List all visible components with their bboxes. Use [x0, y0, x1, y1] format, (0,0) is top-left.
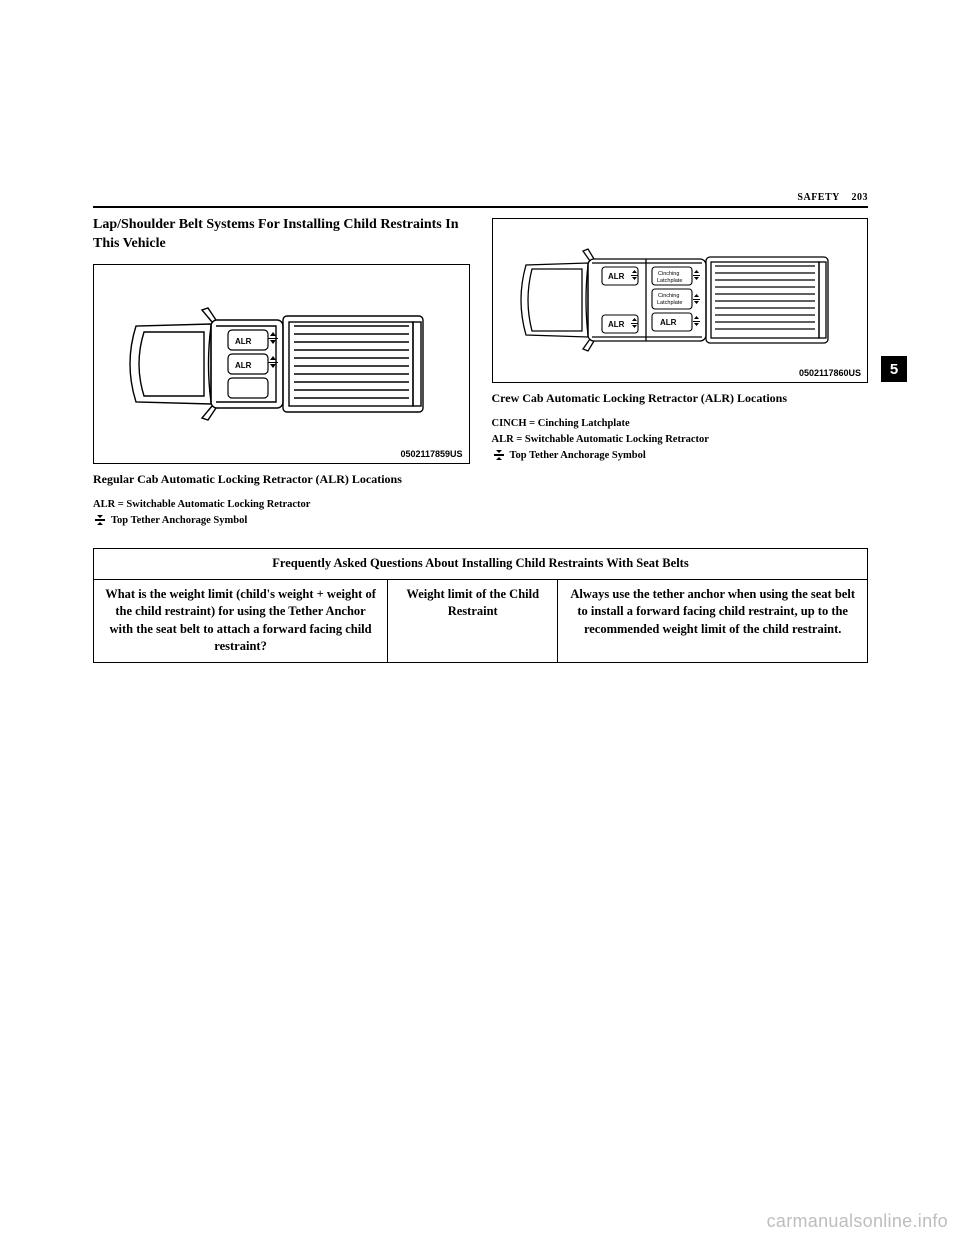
header-rule: SAFETY 203 — [93, 206, 868, 208]
table-row: Frequently Asked Questions About Install… — [94, 549, 868, 580]
header-page: 203 — [852, 192, 869, 203]
svg-text:ALR: ALR — [608, 272, 625, 281]
svg-text:ALR: ALR — [660, 318, 677, 327]
legend-alr: ALR = Switchable Automatic Locking Retra… — [93, 497, 470, 513]
truck-crew-cab-icon: ALR ALR Cinching Latchplate Cinching Lat… — [510, 233, 850, 368]
figure-id: 0502117860US — [799, 368, 861, 378]
legend-alr: ALR = Switchable Automatic Locking Retra… — [492, 432, 869, 448]
svg-text:ALR: ALR — [608, 320, 625, 329]
two-column-layout: Lap/Shoulder Belt Systems For Installing… — [93, 216, 868, 528]
figure-id: 0502117859US — [400, 449, 462, 459]
figure-regular-cab: ALR ALR 0502117859US — [93, 264, 470, 464]
faq-table: Frequently Asked Questions About Install… — [93, 548, 868, 663]
faq-mid: Weight limit of the Child Restraint — [388, 579, 558, 662]
legend-tether: Top Tether Anchorage Symbol — [111, 513, 247, 529]
figure-crew-cab: ALR ALR Cinching Latchplate Cinching Lat… — [492, 218, 869, 383]
right-column: ALR ALR Cinching Latchplate Cinching Lat… — [492, 216, 869, 528]
seat-alr-label: ALR — [235, 337, 252, 346]
figure-caption: Crew Cab Automatic Locking Retractor (AL… — [492, 391, 869, 406]
table-row: What is the weight limit (child's weight… — [94, 579, 868, 662]
page-content: SAFETY 203 5 Lap/Shoulder Belt Systems F… — [93, 206, 868, 663]
section-title: Lap/Shoulder Belt Systems For Installing… — [93, 216, 470, 254]
faq-answer: Always use the tether anchor when using … — [558, 579, 868, 662]
legend-tether-line: Top Tether Anchorage Symbol — [492, 448, 869, 464]
legend-tether-line: Top Tether Anchorage Symbol — [93, 513, 470, 529]
svg-text:Latchplate: Latchplate — [657, 300, 682, 306]
watermark: carmanualsonline.info — [767, 1211, 948, 1232]
svg-text:Latchplate: Latchplate — [657, 278, 682, 284]
svg-text:Cinching: Cinching — [658, 293, 679, 299]
figure-caption: Regular Cab Automatic Locking Retractor … — [93, 472, 470, 487]
left-column: Lap/Shoulder Belt Systems For Installing… — [93, 216, 470, 528]
faq-question: What is the weight limit (child's weight… — [94, 579, 388, 662]
chapter-tab: 5 — [881, 356, 907, 382]
legend-cinch: CINCH = Cinching Latchplate — [492, 416, 869, 432]
header-label: SAFETY 203 — [797, 192, 868, 203]
truck-regular-cab-icon: ALR ALR — [116, 284, 446, 444]
seat-alr-label: ALR — [235, 361, 252, 370]
header-section: SAFETY — [797, 192, 839, 203]
faq-header: Frequently Asked Questions About Install… — [94, 549, 868, 580]
tether-anchor-icon — [492, 450, 506, 460]
figure-legend: ALR = Switchable Automatic Locking Retra… — [93, 497, 470, 529]
svg-text:Cinching: Cinching — [658, 271, 679, 277]
tether-anchor-icon — [93, 515, 107, 525]
legend-tether: Top Tether Anchorage Symbol — [510, 448, 646, 464]
figure-legend: CINCH = Cinching Latchplate ALR = Switch… — [492, 416, 869, 463]
